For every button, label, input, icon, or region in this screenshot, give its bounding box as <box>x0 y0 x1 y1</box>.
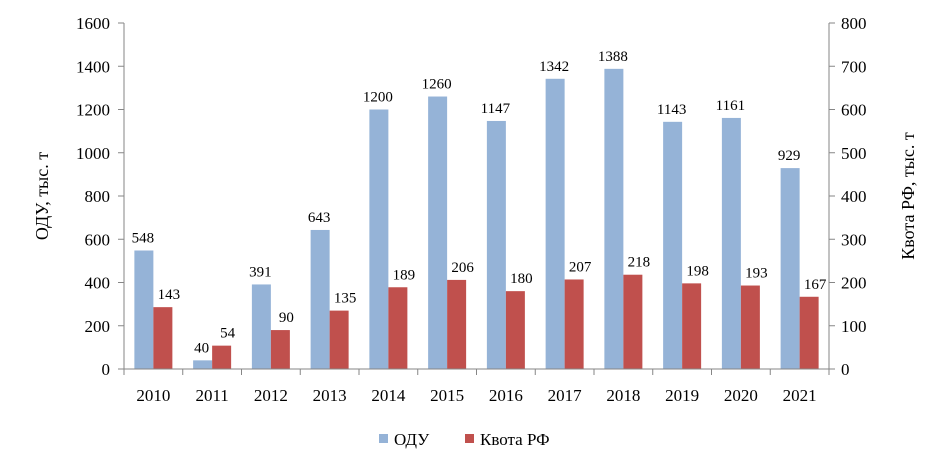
legend-label-odu: ОДУ <box>394 430 430 449</box>
legend-label-quota: Квота РФ <box>480 430 550 449</box>
data-label-odu-2018: 1388 <box>598 49 628 65</box>
bar-odu-2020 <box>721 117 741 369</box>
data-label-odu-2013: 643 <box>308 210 331 226</box>
x-tick-label-2011: 2011 <box>195 386 228 405</box>
x-tick-label-2018: 2018 <box>606 386 640 405</box>
bar-quota-2019 <box>682 283 702 369</box>
y-right-tick-label: 300 <box>841 230 867 249</box>
y-left-tick-label: 400 <box>85 274 111 293</box>
y-right-tick-label: 0 <box>841 360 850 379</box>
data-label-odu-2010: 548 <box>132 230 155 246</box>
bar-odu-2019 <box>663 121 683 369</box>
data-label-quota-2019: 198 <box>686 263 709 279</box>
y-right-tick-label: 100 <box>841 317 867 336</box>
y-left-tick-label: 1200 <box>76 101 110 120</box>
y-axis-right-title: Квота РФ, тыс. т <box>898 132 918 260</box>
x-tick-label-2019: 2019 <box>665 386 699 405</box>
ticks-layer: 2010 2011 2012 2013 2014 2015 2016 2017 2018 2019… <box>76 14 867 405</box>
bar-quota-2014 <box>388 287 408 369</box>
data-label-odu-2021: 929 <box>778 148 801 164</box>
bar-quota-2010 <box>153 307 173 369</box>
bar-quota-2018 <box>623 274 643 369</box>
bar-quota-2016 <box>505 291 525 369</box>
data-labels-layer: 548 143 40 54 391 90 643 135 1200 189 1260 206 1147 1… <box>132 49 827 357</box>
data-label-quota-2012: 90 <box>279 310 294 326</box>
bar-odu-2012 <box>251 284 271 369</box>
y-right-tick-label: 500 <box>841 144 867 163</box>
data-label-quota-2020: 193 <box>745 266 768 282</box>
x-tick-label-2012: 2012 <box>254 386 288 405</box>
x-tick-label-2020: 2020 <box>724 386 758 405</box>
bar-quota-2013 <box>329 310 349 369</box>
bars-layer <box>134 68 819 370</box>
y-left-tick-label: 800 <box>85 187 111 206</box>
x-tick-label-2013: 2013 <box>313 386 347 405</box>
y-left-tick-label: 600 <box>85 230 111 249</box>
legend-swatch-quota <box>465 434 474 443</box>
data-label-quota-2016: 180 <box>510 271 533 287</box>
y-right-tick-label: 400 <box>841 187 867 206</box>
y-right-tick-label: 200 <box>841 274 867 293</box>
x-tick-label-2010: 2010 <box>136 386 170 405</box>
bar-quota-2017 <box>564 279 584 369</box>
bar-quota-2021 <box>799 296 819 369</box>
x-tick-label-2016: 2016 <box>489 386 523 405</box>
x-tick-label-2017: 2017 <box>548 386 583 405</box>
data-label-quota-2021: 167 <box>804 277 827 293</box>
bar-odu-2015 <box>428 96 448 370</box>
bar-odu-2014 <box>369 109 389 369</box>
bar-quota-2011 <box>212 345 232 369</box>
data-label-quota-2015: 206 <box>451 260 474 276</box>
data-label-odu-2019: 1143 <box>657 102 686 118</box>
x-tick-label-2015: 2015 <box>430 386 464 405</box>
y-right-tick-label: 700 <box>841 57 867 76</box>
bar-odu-2010 <box>134 250 154 369</box>
data-label-quota-2011: 54 <box>220 326 236 342</box>
legend: ОДУ Квота РФ <box>379 430 550 449</box>
y-left-tick-label: 0 <box>102 360 111 379</box>
bar-odu-2011 <box>193 360 213 369</box>
data-label-odu-2015: 1260 <box>422 77 452 93</box>
data-label-odu-2011: 40 <box>194 340 209 356</box>
y-right-tick-label: 800 <box>841 14 867 33</box>
bar-odu-2018 <box>604 68 624 369</box>
data-label-quota-2010: 143 <box>158 287 181 303</box>
y-right-tick-label: 600 <box>841 101 867 120</box>
data-label-odu-2020: 1161 <box>716 98 745 114</box>
y-left-tick-label: 1600 <box>76 14 110 33</box>
y-left-tick-label: 1400 <box>76 57 110 76</box>
data-label-odu-2017: 1342 <box>539 59 569 75</box>
data-label-quota-2013: 135 <box>334 291 357 307</box>
x-tick-label-2021: 2021 <box>783 386 817 405</box>
data-label-odu-2012: 391 <box>249 264 272 280</box>
y-axis-left-title: ОДУ, тыс. т <box>32 152 52 240</box>
data-label-quota-2014: 189 <box>393 267 416 283</box>
bar-odu-2021 <box>780 168 800 369</box>
y-left-tick-label: 1000 <box>76 144 110 163</box>
data-label-odu-2014: 1200 <box>363 90 393 106</box>
x-tick-label-2014: 2014 <box>371 386 406 405</box>
bar-quota-2012 <box>270 330 290 369</box>
bar-odu-2016 <box>486 120 506 370</box>
bar-odu-2017 <box>545 78 565 369</box>
data-label-odu-2016: 1147 <box>481 101 511 117</box>
data-label-quota-2018: 218 <box>628 255 651 271</box>
y-left-tick-label: 200 <box>85 317 111 336</box>
bar-quota-2015 <box>447 279 467 369</box>
bar-quota-2020 <box>740 285 760 369</box>
bar-odu-2013 <box>310 229 330 369</box>
legend-swatch-odu <box>379 434 388 443</box>
data-label-quota-2017: 207 <box>569 259 592 275</box>
